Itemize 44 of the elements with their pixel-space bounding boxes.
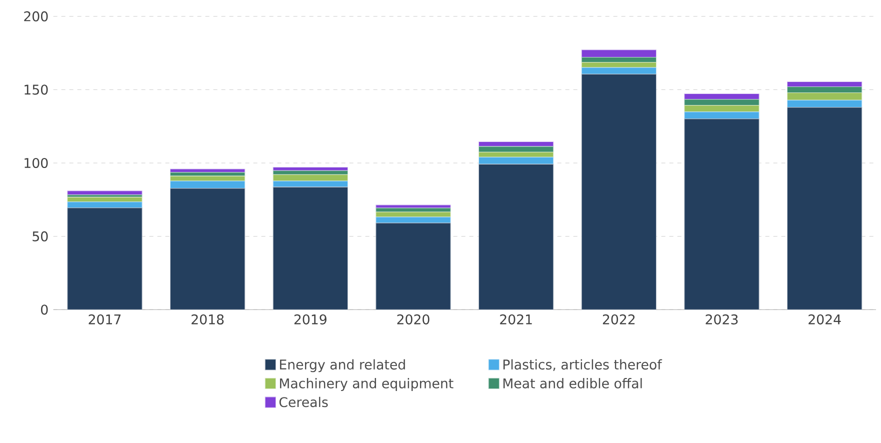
bar bbox=[67, 202, 142, 208]
bar bbox=[272, 180, 348, 188]
x-tick-label: 2023 bbox=[706, 314, 738, 324]
bar bbox=[581, 50, 657, 58]
bar bbox=[478, 146, 554, 152]
legend-label: Meat and edible offal bbox=[503, 378, 642, 388]
bar bbox=[786, 107, 862, 310]
x-tick-label: 2017 bbox=[88, 314, 121, 324]
bar bbox=[684, 105, 760, 112]
bar bbox=[684, 94, 760, 100]
y-tick-label: 100 bbox=[24, 158, 48, 168]
bar bbox=[786, 86, 862, 94]
bar bbox=[376, 212, 451, 218]
y-tick-label: 50 bbox=[32, 231, 48, 242]
bar bbox=[786, 92, 862, 100]
y-tick-label: 200 bbox=[24, 11, 48, 22]
bar bbox=[170, 176, 246, 182]
legend-label: Energy and related bbox=[280, 359, 405, 372]
legend-label: Plastics, articles thereof bbox=[503, 359, 662, 371]
legend-label: Cereals bbox=[279, 396, 328, 408]
x-tick-label: 2024 bbox=[808, 314, 841, 324]
x-tick-label: 2021 bbox=[500, 314, 532, 324]
bar bbox=[376, 216, 451, 224]
legend-label: Machinery and equipment bbox=[280, 378, 454, 391]
bar bbox=[684, 99, 760, 106]
x-tick-label: 2022 bbox=[602, 314, 635, 324]
bar bbox=[581, 67, 657, 74]
x-tick-label: 2020 bbox=[397, 314, 430, 324]
bar bbox=[376, 222, 451, 310]
bar bbox=[67, 208, 142, 310]
bar bbox=[170, 188, 246, 310]
bar bbox=[684, 112, 760, 120]
bar bbox=[581, 74, 657, 310]
bar bbox=[170, 180, 246, 189]
bar bbox=[478, 156, 554, 164]
x-tick-label: 2018 bbox=[192, 314, 224, 324]
bar bbox=[272, 186, 348, 310]
bar bbox=[786, 81, 862, 88]
y-tick-label: 0 bbox=[41, 304, 48, 315]
y-tick-label: 150 bbox=[24, 84, 48, 95]
x-tick-label: 2019 bbox=[294, 314, 326, 324]
bar bbox=[684, 118, 760, 310]
bar bbox=[478, 164, 554, 310]
bar bbox=[478, 152, 554, 158]
